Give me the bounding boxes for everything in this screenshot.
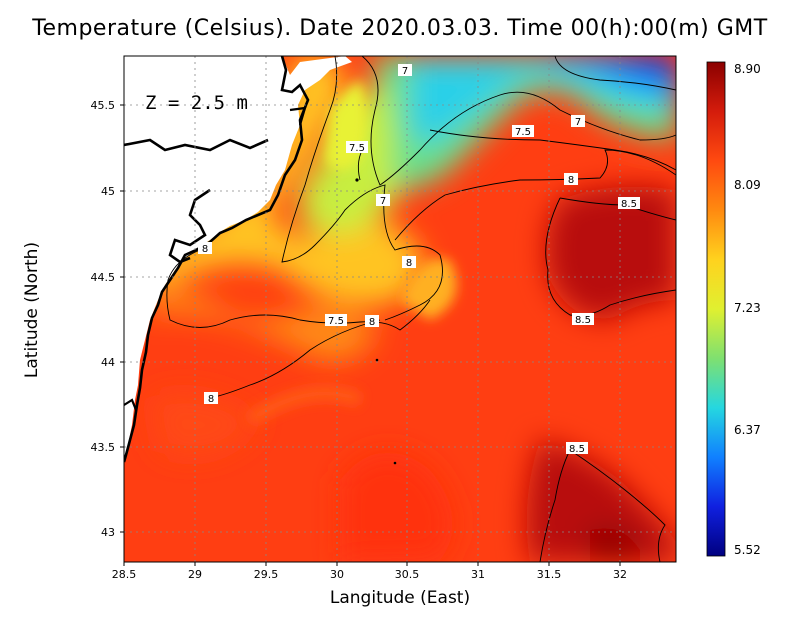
x-tick-label: 30 xyxy=(330,568,344,581)
contour-label: 8.5 xyxy=(621,199,637,210)
coastline-lagoon xyxy=(168,188,211,264)
contour-labels: 7 7 7.5 7.5 7 8 8.5 8 8 7.5 8 8.5 8 8.5 xyxy=(198,64,640,455)
x-tick-label: 31.5 xyxy=(537,568,562,581)
y-tick-label: 43.5 xyxy=(91,441,116,454)
y-tick-label: 44.5 xyxy=(91,271,116,284)
x-tick-label: 29 xyxy=(188,568,202,581)
isotherm-7-5-south xyxy=(281,56,443,321)
x-axis-label: Langitude (East) xyxy=(329,588,471,608)
colorbar-tick-label: 5.52 xyxy=(734,543,761,557)
graticule xyxy=(124,56,676,562)
x-tick-label: 31 xyxy=(471,568,485,581)
isotherm-7-north xyxy=(554,56,676,91)
isotherm-8-south xyxy=(209,319,381,399)
contour-label: 7 xyxy=(575,117,581,128)
y-tick-label: 44 xyxy=(101,356,115,369)
coastline-spit xyxy=(289,106,307,126)
contour-label: 7.5 xyxy=(515,127,531,138)
depth-label: Z = 2.5 m xyxy=(145,92,248,114)
x-tick-label: 29.5 xyxy=(254,568,279,581)
isotherm-7 xyxy=(361,56,676,186)
contour-label: 8 xyxy=(202,244,208,255)
contour-label: 8 xyxy=(208,394,214,405)
x-tick-label: 30.5 xyxy=(395,568,420,581)
colorbar xyxy=(706,61,726,557)
isotherm-8-west xyxy=(166,249,431,331)
contour-label: 8.5 xyxy=(569,444,585,455)
colorbar-tick-label: 7.23 xyxy=(734,301,761,315)
contour-label: 8.5 xyxy=(575,315,591,326)
colorbar-tick-label: 8.09 xyxy=(734,178,761,192)
contour-label: 7 xyxy=(402,66,408,77)
isotherm-7-5-east xyxy=(429,129,676,171)
x-tick-label: 28.5 xyxy=(112,568,137,581)
isotherm-8-north xyxy=(394,149,676,241)
y-axis-label: Latitude (North) xyxy=(22,241,42,379)
y-tick-label: 45.5 xyxy=(91,99,116,112)
contour-label: 8 xyxy=(568,175,574,186)
contour-label: 8 xyxy=(406,258,412,269)
contour-label: 7.5 xyxy=(328,316,344,327)
landmass xyxy=(124,56,352,460)
isotherm-8-5-southeast xyxy=(539,449,666,562)
y-tick-label: 45 xyxy=(101,185,115,198)
coastline-cape xyxy=(124,398,138,411)
temperature-field xyxy=(124,56,676,562)
x-tick-label: 32 xyxy=(613,568,627,581)
y-tick-label: 43 xyxy=(101,526,115,539)
colorbar-tick-label: 8.90 xyxy=(734,62,761,76)
coastline-inland-river xyxy=(124,138,269,152)
colorbar-tick-label: 6.37 xyxy=(734,423,761,437)
contour-label: 7 xyxy=(380,196,386,207)
plot-frame xyxy=(123,55,677,563)
contour-label: 7.5 xyxy=(349,143,365,154)
map-title: Temperature (Celsius). Date 2020.03.03. … xyxy=(32,16,768,41)
contour-label: 8 xyxy=(369,317,375,328)
